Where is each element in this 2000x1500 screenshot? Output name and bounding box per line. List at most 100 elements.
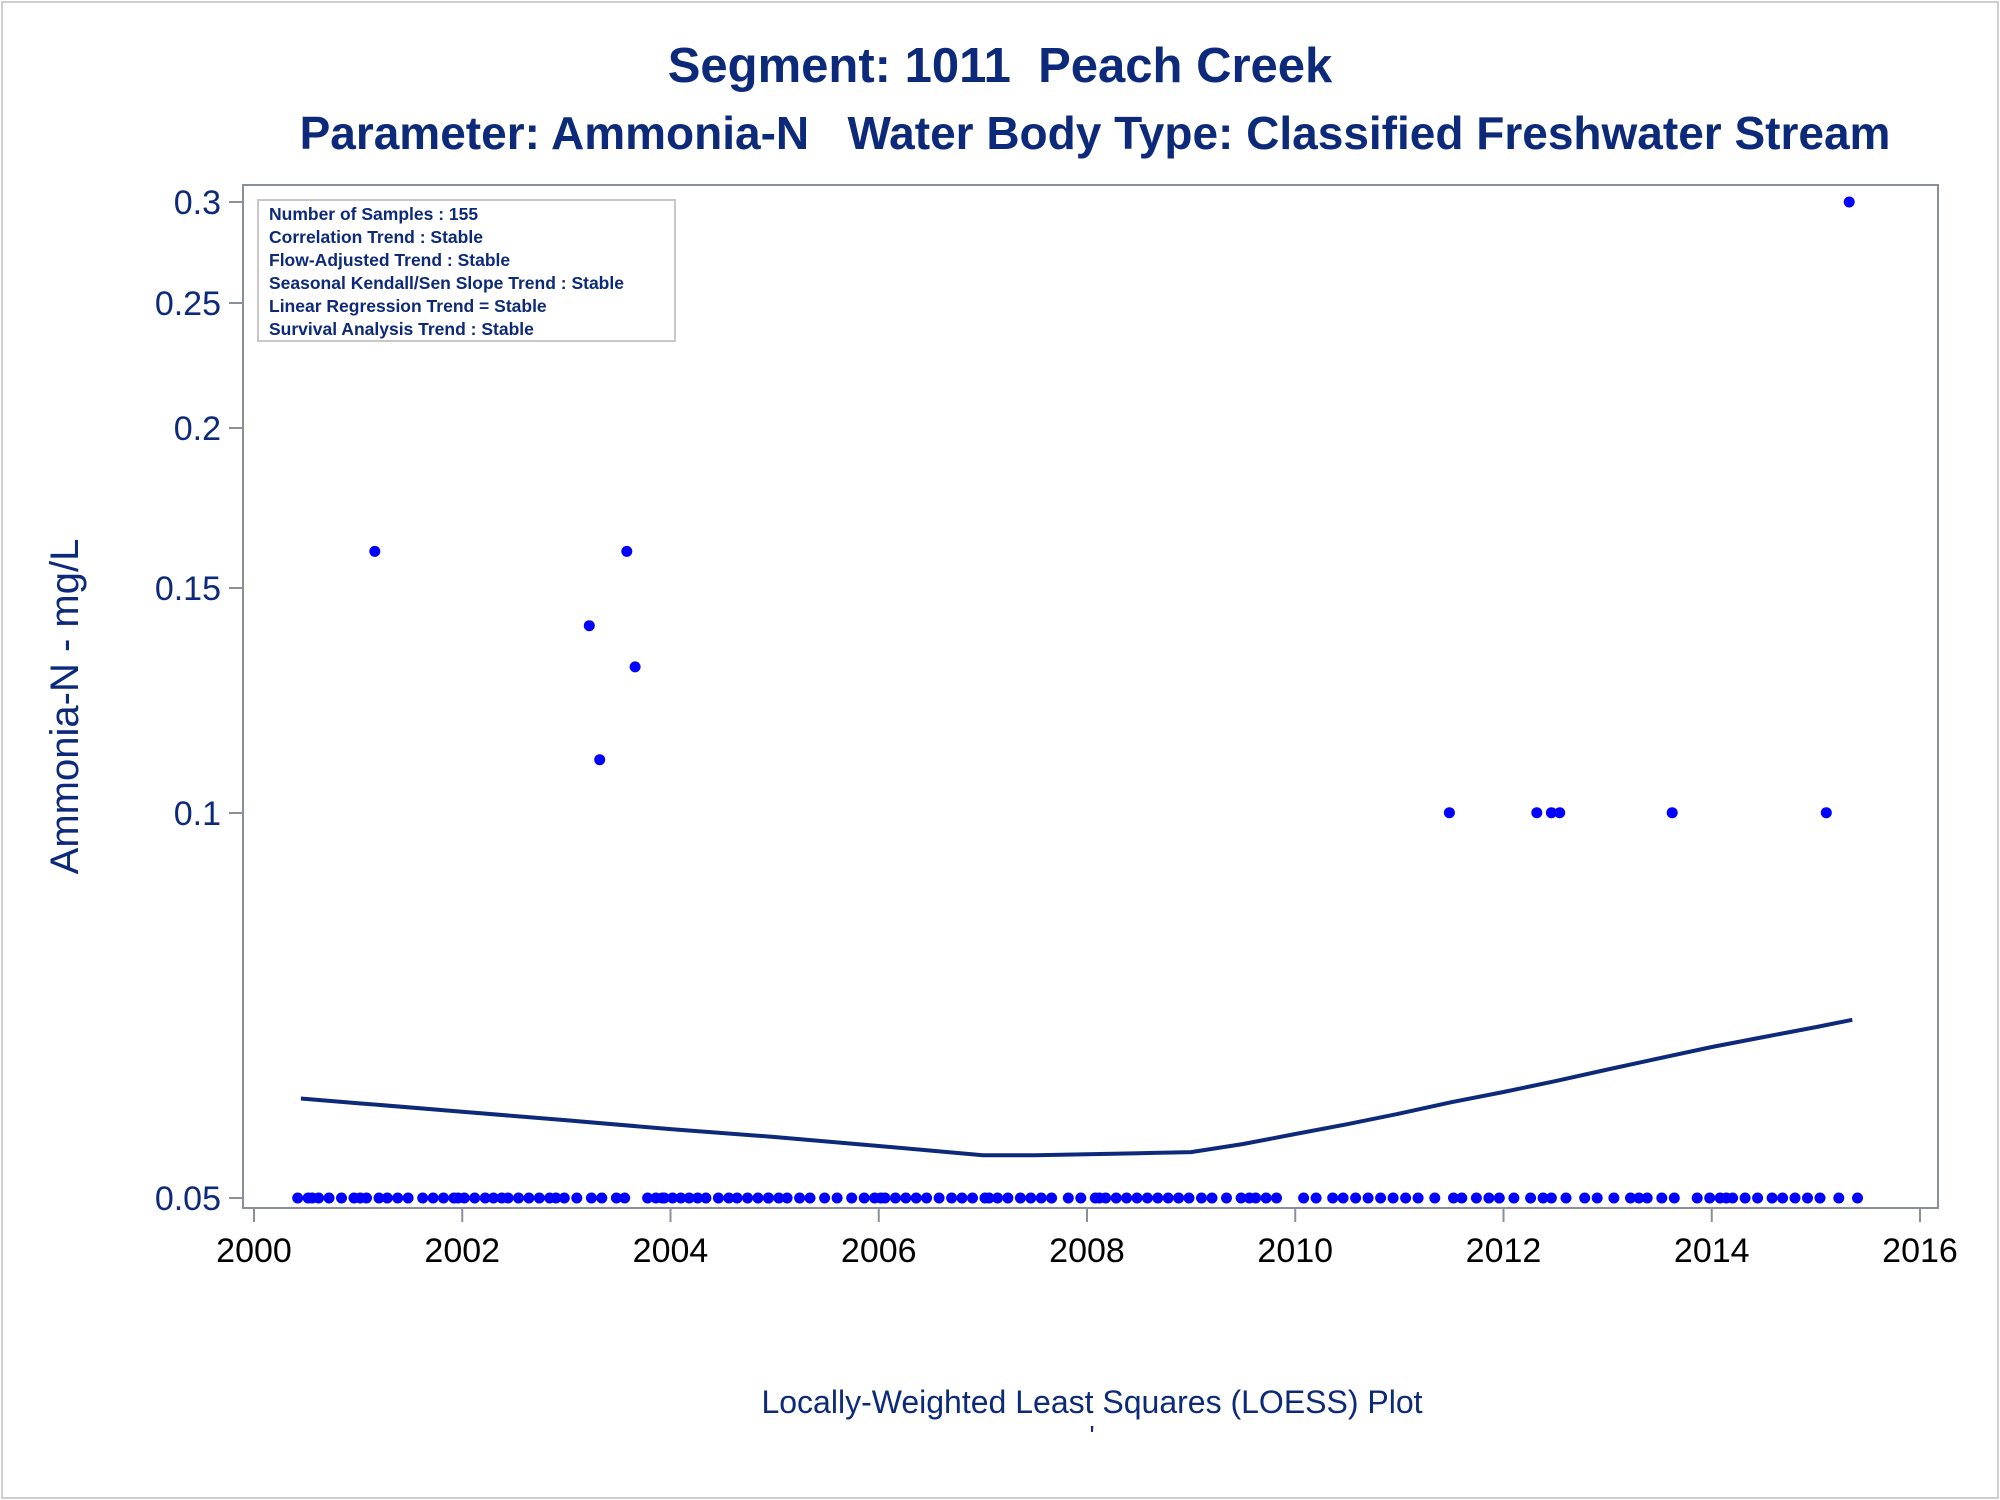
data-point xyxy=(533,1192,545,1204)
y-tick-label: 0.05 xyxy=(155,1180,221,1218)
data-point xyxy=(858,1192,870,1204)
stats-line: Seasonal Kendall/Sen Slope Trend : Stabl… xyxy=(269,273,624,293)
y-tick-label: 0.3 xyxy=(174,184,221,222)
x-tick-label: 2014 xyxy=(1674,1232,1750,1270)
data-point xyxy=(983,1192,995,1204)
x-tick-label: 2012 xyxy=(1466,1232,1542,1270)
data-point xyxy=(642,1192,654,1204)
data-point xyxy=(610,1192,622,1204)
data-point xyxy=(417,1192,429,1204)
data-point xyxy=(1310,1192,1322,1204)
data-point xyxy=(1448,1192,1459,1204)
data-point xyxy=(910,1192,922,1204)
data-point xyxy=(1221,1192,1232,1204)
data-point xyxy=(1206,1192,1218,1204)
data-point xyxy=(1720,1192,1732,1204)
data-point xyxy=(1152,1192,1164,1204)
footnote: Locally-Weighted Least Squares (LOESS) P… xyxy=(761,1384,1423,1420)
data-point xyxy=(306,1192,318,1204)
data-point xyxy=(1014,1192,1026,1204)
data-point xyxy=(1833,1192,1845,1204)
data-point xyxy=(967,1192,978,1204)
data-point xyxy=(392,1192,404,1204)
data-point xyxy=(369,545,381,557)
data-point xyxy=(1852,1192,1863,1204)
data-point xyxy=(1633,1192,1645,1204)
data-point xyxy=(656,1192,668,1204)
data-point xyxy=(1752,1192,1764,1204)
data-point xyxy=(488,1192,499,1204)
data-point xyxy=(1802,1192,1813,1204)
data-point xyxy=(1035,1192,1047,1204)
data-point xyxy=(1271,1192,1282,1204)
data-point xyxy=(1094,1192,1105,1204)
stats-line: Number of Samples : 155 xyxy=(269,204,478,224)
y-tick-label: 0.25 xyxy=(155,285,221,323)
data-point xyxy=(1625,1192,1636,1204)
data-point xyxy=(692,1192,704,1204)
data-point xyxy=(1470,1192,1482,1204)
data-point xyxy=(683,1192,695,1204)
data-point xyxy=(846,1192,858,1204)
data-point xyxy=(1508,1192,1520,1204)
data-point xyxy=(700,1192,712,1204)
data-point xyxy=(1002,1192,1014,1204)
data-point xyxy=(596,1192,608,1204)
data-point xyxy=(427,1192,439,1204)
data-point xyxy=(1429,1192,1441,1204)
data-point xyxy=(1243,1192,1255,1204)
data-point xyxy=(1668,1192,1680,1204)
data-point xyxy=(1162,1192,1174,1204)
stats-box xyxy=(257,199,676,342)
data-point xyxy=(1456,1192,1468,1204)
data-point xyxy=(956,1192,968,1204)
y-tick-label: 0.2 xyxy=(174,410,221,448)
data-point xyxy=(1545,1192,1557,1204)
data-point xyxy=(1327,1192,1339,1204)
data-point xyxy=(1843,196,1855,208)
data-point xyxy=(1554,807,1566,819)
data-point xyxy=(381,1192,393,1204)
data-point xyxy=(1046,1192,1058,1204)
data-point xyxy=(438,1192,449,1204)
data-point xyxy=(1337,1192,1349,1204)
data-point xyxy=(1579,1192,1591,1204)
data-point xyxy=(629,661,641,673)
data-point xyxy=(773,1192,785,1204)
data-point xyxy=(1075,1192,1087,1204)
data-point xyxy=(1766,1192,1778,1204)
data-point xyxy=(831,1192,843,1204)
data-point xyxy=(1789,1192,1801,1204)
data-point xyxy=(1545,807,1557,819)
data-point xyxy=(804,1192,816,1204)
data-point xyxy=(1608,1192,1620,1204)
chart-subtitle: Parameter: Ammonia-N Water Body Type: Cl… xyxy=(299,107,1891,159)
data-point xyxy=(1110,1192,1122,1204)
x-tick-label: 2010 xyxy=(1257,1232,1333,1270)
x-tick-label: 2008 xyxy=(1049,1232,1125,1270)
data-point xyxy=(571,1192,583,1204)
stats-line: Correlation Trend : Stable xyxy=(269,227,483,247)
data-point xyxy=(523,1192,535,1204)
data-point xyxy=(585,1192,597,1204)
data-point xyxy=(354,1192,366,1204)
data-point xyxy=(292,1192,304,1204)
footnote-mark: ' xyxy=(1089,1420,1095,1451)
data-point xyxy=(1260,1192,1272,1204)
data-point xyxy=(323,1192,335,1204)
data-point xyxy=(1739,1192,1751,1204)
data-point xyxy=(992,1192,1003,1204)
data-point xyxy=(667,1192,679,1204)
data-point xyxy=(479,1192,491,1204)
data-point xyxy=(1235,1192,1247,1204)
data-point xyxy=(946,1192,958,1204)
data-point xyxy=(731,1192,743,1204)
data-point xyxy=(752,1192,764,1204)
data-point xyxy=(1400,1192,1412,1204)
stats-line: Flow-Adjusted Trend : Stable xyxy=(269,250,510,270)
data-point xyxy=(1443,807,1455,819)
data-point xyxy=(1641,1192,1653,1204)
data-point xyxy=(933,1192,945,1204)
